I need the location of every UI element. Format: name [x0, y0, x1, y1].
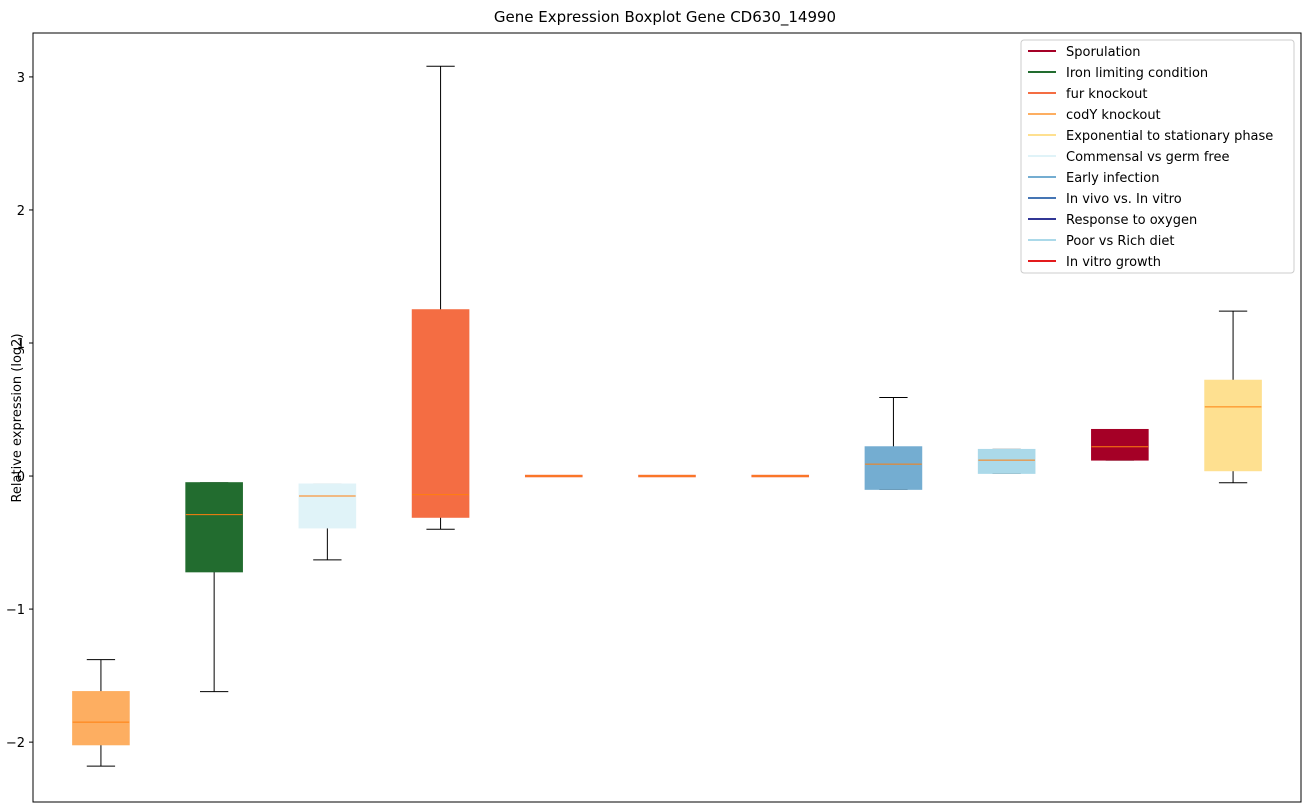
- legend: Sporulation Iron limiting condition fur kn…: [1020, 39, 1295, 274]
- legend-item: Poor vs Rich diet: [1028, 234, 1174, 249]
- legend-label: Response to oxygen: [1066, 213, 1197, 228]
- y-tick-label: −1: [6, 603, 25, 618]
- box-group: [638, 474, 696, 478]
- box-body: [298, 483, 357, 529]
- box-group: [524, 474, 583, 478]
- legend-item: Sporulation: [1028, 45, 1141, 60]
- box-group: [411, 65, 470, 530]
- plot-frame: [32, 32, 1302, 803]
- legend-item: Early infection: [1028, 171, 1159, 186]
- legend-item: Commensal vs germ free: [1028, 150, 1229, 165]
- box-body: [864, 446, 923, 490]
- legend-label: Exponential to stationary phase: [1066, 129, 1273, 144]
- legend-label: Sporulation: [1066, 45, 1141, 60]
- box-body: [185, 482, 243, 573]
- box-body: [1204, 379, 1262, 472]
- y-tick-label: 3: [17, 71, 25, 86]
- legend-label: fur knockout: [1066, 87, 1148, 102]
- boxes-layer: [72, 65, 1262, 767]
- box-group: [298, 483, 357, 561]
- box-group: [977, 448, 1036, 474]
- legend-item: In vitro growth: [1028, 255, 1161, 270]
- box-body: [411, 309, 470, 518]
- legend-item: Iron limiting condition: [1028, 66, 1208, 81]
- legend-frame: [1020, 39, 1295, 274]
- box-group: [864, 397, 923, 490]
- y-tick-label: −2: [6, 736, 25, 751]
- legend-label: Commensal vs germ free: [1066, 150, 1229, 165]
- y-axis-ticks: −2 −1 0 1 2 3: [6, 71, 33, 751]
- y-axis-label: Relative expression (log2): [10, 333, 25, 502]
- legend-label: In vivo vs. In vitro: [1066, 192, 1182, 207]
- y-tick-label: 2: [17, 204, 25, 219]
- box-group: [1204, 310, 1262, 484]
- y-tick-label: 1: [17, 337, 25, 352]
- chart-title: Gene Expression Boxplot Gene CD630_14990: [494, 8, 836, 27]
- legend-label: In vitro growth: [1066, 255, 1161, 270]
- y-tick-label: 0: [17, 470, 25, 485]
- box-group: [1091, 428, 1149, 461]
- legend-item: Response to oxygen: [1028, 213, 1197, 228]
- legend-label: Poor vs Rich diet: [1066, 234, 1174, 249]
- legend-item: codY knockout: [1028, 108, 1161, 123]
- legend-item: fur knockout: [1028, 87, 1148, 102]
- legend-item: In vivo vs. In vitro: [1028, 192, 1182, 207]
- box-group: [72, 659, 130, 767]
- box-group: [751, 474, 810, 478]
- box-body: [1091, 428, 1149, 461]
- legend-label: codY knockout: [1066, 108, 1161, 123]
- legend-item: Exponential to stationary phase: [1028, 129, 1273, 144]
- box-body: [977, 448, 1036, 474]
- box-body: [72, 691, 130, 746]
- legend-label: Early infection: [1066, 171, 1159, 186]
- box-group: [185, 482, 243, 693]
- legend-label: Iron limiting condition: [1066, 66, 1208, 81]
